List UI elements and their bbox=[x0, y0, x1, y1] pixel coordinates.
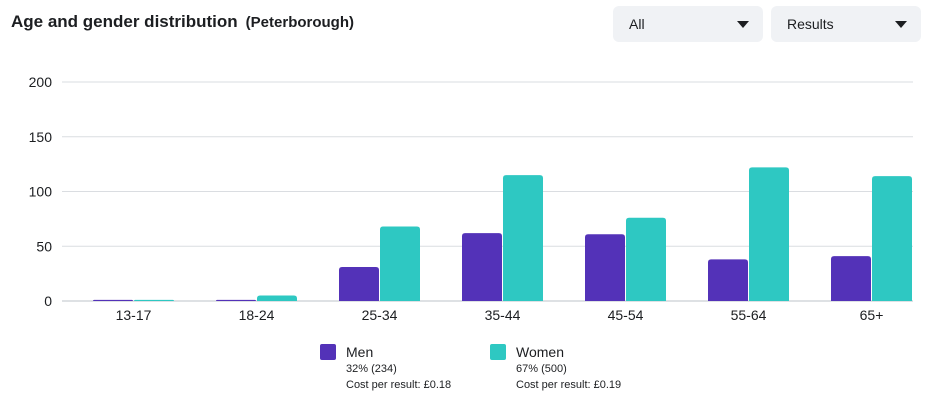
legend-label-men: Men bbox=[346, 344, 374, 360]
legend-swatch-men bbox=[320, 344, 336, 360]
legend-cost-men: Cost per result: £0.18 bbox=[346, 379, 452, 391]
bar-men bbox=[462, 233, 502, 301]
legend-label-women: Women bbox=[516, 344, 564, 360]
page-title: Age and gender distribution bbox=[11, 12, 238, 31]
legend-item-women: Women 67% (500) Cost per result: £0.19 bbox=[490, 343, 621, 393]
caret-down-icon bbox=[737, 20, 749, 28]
bar-chart: 0 50 100 150 200 13-17 18-24 25-34 35-44 45-54 55-… bbox=[29, 74, 913, 323]
audience-dropdown[interactable]: All bbox=[613, 6, 763, 42]
bar-men bbox=[93, 299, 133, 301]
y-tick-label: 200 bbox=[29, 74, 53, 90]
x-tick-label: 13-17 bbox=[116, 307, 152, 323]
audience-dropdown-value: All bbox=[629, 16, 645, 32]
legend-swatch-women bbox=[490, 344, 506, 360]
bar-women bbox=[134, 299, 174, 301]
panel-header: Age and gender distribution (Peterboroug… bbox=[11, 12, 354, 32]
x-tick-label: 18-24 bbox=[239, 307, 275, 323]
bar-women bbox=[872, 176, 912, 301]
y-tick-label: 100 bbox=[29, 184, 53, 200]
bar-men bbox=[585, 234, 625, 301]
legend-share-women: 67% (500) bbox=[516, 363, 567, 375]
caret-down-icon bbox=[895, 20, 907, 28]
location-subtitle: (Peterborough) bbox=[245, 14, 354, 31]
bar-women bbox=[626, 217, 666, 301]
bar-men bbox=[708, 259, 748, 301]
x-tick-label: 25-34 bbox=[362, 307, 398, 323]
legend-share-men: 32% (234) bbox=[346, 363, 397, 375]
y-tick-label: 50 bbox=[36, 238, 52, 254]
y-tick-label: 0 bbox=[44, 293, 52, 309]
y-tick-label: 150 bbox=[29, 129, 53, 145]
bar-men bbox=[831, 256, 871, 301]
bar-women bbox=[380, 226, 420, 301]
bar-men bbox=[216, 299, 256, 301]
x-tick-label: 35-44 bbox=[485, 307, 521, 323]
legend-item-men: Men 32% (234) Cost per result: £0.18 bbox=[320, 343, 451, 393]
bar-men bbox=[339, 267, 379, 301]
x-tick-label: 45-54 bbox=[608, 307, 644, 323]
metric-dropdown[interactable]: Results bbox=[771, 6, 921, 42]
metric-dropdown-value: Results bbox=[787, 16, 834, 32]
bar-women bbox=[749, 167, 789, 301]
x-tick-label: 65+ bbox=[860, 307, 884, 323]
legend-cost-women: Cost per result: £0.19 bbox=[516, 379, 622, 391]
bar-women bbox=[503, 175, 543, 301]
x-tick-label: 55-64 bbox=[731, 307, 767, 323]
bar-women bbox=[257, 295, 297, 301]
